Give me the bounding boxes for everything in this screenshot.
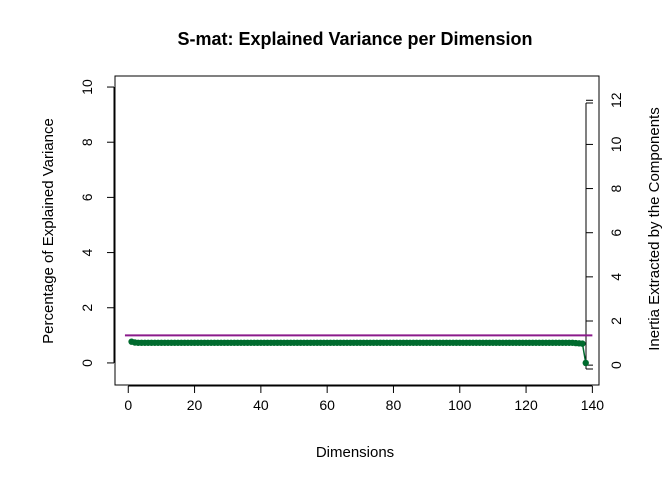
y-right-tick-label: 10: [608, 136, 624, 152]
y-axis-right: 0 2 4 6 8 10 12: [585, 92, 624, 370]
x-tick-label: 20: [187, 397, 203, 413]
plot-area: [114, 75, 600, 386]
y-tick-label: 4: [79, 248, 95, 256]
data-point: [579, 340, 586, 347]
y-right-tick-label: 6: [608, 229, 624, 237]
y-right-tick-label: 8: [608, 184, 624, 192]
y-axis-label: Percentage of Explained Variance: [40, 118, 57, 344]
y-tick-label: 2: [79, 304, 95, 312]
x-tick-label: 140: [581, 397, 605, 413]
x-tick-label: 0: [124, 397, 132, 413]
y-tick-label: 6: [79, 193, 95, 201]
chart-title: S-mat: Explained Variance per Dimension: [177, 29, 532, 49]
x-tick-label: 80: [386, 397, 402, 413]
y-right-tick-label: 4: [608, 273, 624, 281]
x-tick-label: 120: [514, 397, 538, 413]
data-point: [582, 359, 589, 367]
y-tick-label: 8: [79, 138, 95, 146]
y-right-tick-label: 2: [608, 317, 624, 325]
y-tick-label: 10: [79, 79, 95, 95]
y-axis-left: 0 2 4 6 8 10: [79, 79, 115, 367]
y-right-tick-label: 0: [608, 361, 624, 369]
data-points: [128, 338, 589, 367]
y-axis-right-label: Inertia Extracted by the Components: [646, 107, 663, 350]
x-tick-label: 100: [448, 397, 472, 413]
x-axis-label: Dimensions: [316, 444, 394, 461]
x-tick-label: 60: [319, 397, 335, 413]
y-right-tick-label: 12: [608, 92, 624, 108]
x-tick-label: 40: [253, 397, 269, 413]
x-axis: 0 20 40 60 80 120 100 140: [124, 385, 605, 413]
y-tick-label: 0: [79, 359, 95, 367]
